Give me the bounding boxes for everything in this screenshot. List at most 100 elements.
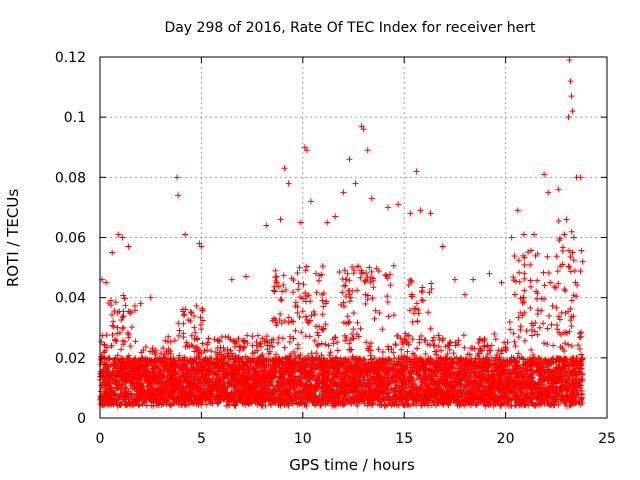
data-point: [519, 299, 526, 306]
data-point: [519, 365, 526, 372]
data-point: [244, 339, 251, 346]
data-point: [458, 376, 465, 383]
data-point: [182, 306, 189, 313]
data-point: [400, 359, 407, 366]
data-point: [540, 320, 547, 327]
data-point: [100, 349, 107, 356]
data-point: [402, 356, 409, 363]
data-point: [489, 371, 496, 378]
data-point: [361, 356, 368, 363]
data-point: [501, 339, 508, 346]
data-point: [372, 307, 379, 314]
data-point: [160, 345, 167, 352]
data-point: [276, 355, 283, 362]
data-point: [241, 337, 248, 344]
data-point: [184, 365, 191, 372]
data-point: [529, 332, 536, 339]
data-point: [303, 293, 310, 300]
data-point: [272, 278, 279, 285]
data-point: [540, 340, 547, 347]
data-point: [197, 314, 204, 321]
data-point: [538, 307, 545, 314]
data-point: [576, 330, 583, 337]
data-point: [469, 365, 476, 372]
data-point: [352, 389, 359, 396]
data-point: [406, 373, 413, 380]
data-point: [170, 368, 177, 375]
data-point: [347, 294, 354, 301]
data-point: [531, 402, 538, 409]
data-point: [323, 397, 330, 404]
data-point: [506, 319, 513, 326]
data-point: [368, 340, 375, 347]
data-point: [506, 366, 513, 373]
data-point: [380, 390, 387, 397]
data-point: [390, 262, 397, 269]
data-point: [427, 325, 434, 332]
data-point: [302, 333, 309, 340]
data-point: [125, 352, 132, 359]
data-point: [463, 401, 470, 408]
data-point: [239, 338, 246, 345]
data-point: [456, 402, 463, 409]
data-point: [553, 304, 560, 311]
data-point: [254, 332, 261, 339]
data-point: [209, 368, 216, 375]
data-point: [404, 348, 411, 355]
data-point: [413, 300, 420, 307]
data-point: [190, 313, 197, 320]
data-point: [411, 305, 418, 312]
data-point: [258, 343, 265, 350]
data-point: [479, 383, 486, 390]
data-point: [517, 326, 524, 333]
data-point: [544, 341, 551, 348]
data-point: [528, 346, 535, 353]
data-point: [409, 377, 416, 384]
data-point: [304, 397, 311, 404]
data-point: [119, 325, 126, 332]
data-point: [484, 350, 491, 357]
data-point: [191, 324, 198, 331]
data-point: [528, 247, 535, 254]
data-point: [296, 264, 303, 271]
data-point: [321, 398, 328, 405]
data-point: [567, 253, 574, 260]
data-point: [302, 267, 309, 274]
data-point: [314, 329, 321, 336]
data-point: [215, 337, 222, 344]
data-point: [554, 268, 561, 275]
data-point: [169, 366, 176, 373]
data-point: [379, 326, 386, 333]
data-point: [428, 285, 435, 292]
data-point: [362, 277, 369, 284]
data-point: [521, 275, 528, 282]
data-point: [349, 330, 356, 337]
data-point: [204, 346, 211, 353]
data-point: [527, 305, 534, 312]
data-point: [411, 352, 418, 359]
data-point: [570, 257, 577, 264]
data-point: [346, 291, 353, 298]
data-point: [354, 319, 361, 326]
data-point: [525, 249, 532, 256]
data-point: [149, 389, 156, 396]
data-point: [408, 279, 415, 286]
data-point: [193, 302, 200, 309]
data-point: [550, 342, 557, 349]
data-point: [110, 323, 117, 330]
data-point: [199, 305, 206, 312]
data-point: [142, 343, 149, 350]
data-point: [125, 334, 132, 341]
data-point: [431, 398, 438, 405]
data-point: [296, 314, 303, 321]
data-point: [390, 349, 397, 356]
data-point: [556, 316, 563, 323]
data-point: [495, 387, 502, 394]
data-point: [511, 338, 518, 345]
data-point: [351, 267, 358, 274]
data-point: [222, 333, 229, 340]
data-point: [110, 318, 117, 325]
data-point: [428, 280, 435, 287]
data-point: [323, 298, 330, 305]
data-point: [382, 272, 389, 279]
